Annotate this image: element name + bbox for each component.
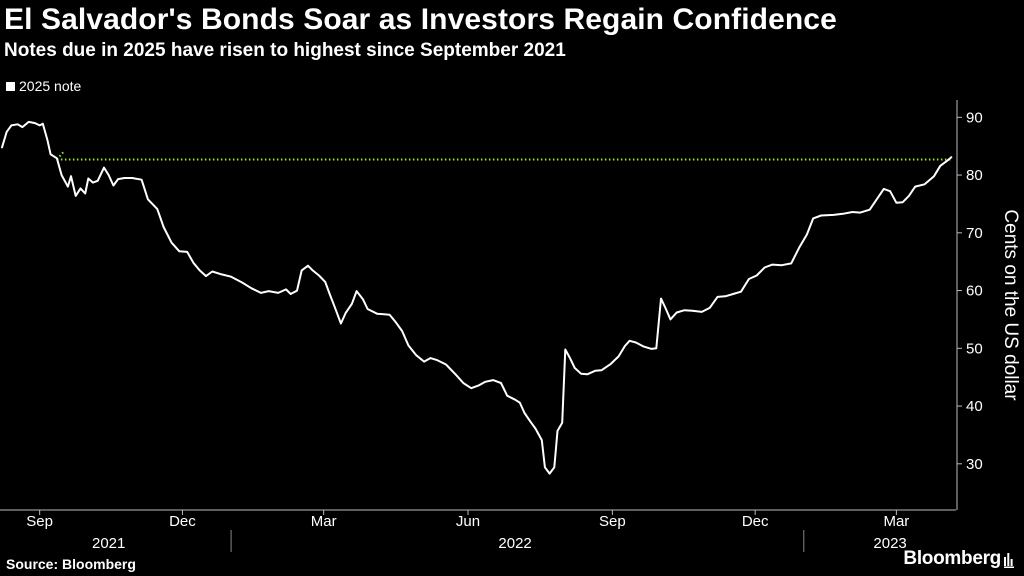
legend-label: 2025 note: [19, 78, 82, 94]
x-axis: Sep Dec Mar Jun Sep Dec Mar 2021 2022 2023: [0, 509, 956, 552]
x-tick-label: Sep: [599, 513, 626, 530]
reference-line-hook: [56, 150, 65, 161]
x-tick-label: Dec: [169, 513, 196, 530]
year-label: 2023: [873, 535, 906, 552]
x-tick-label: Sep: [26, 513, 53, 530]
reference-layer: [56, 150, 952, 161]
y-tick-label: 90: [966, 109, 983, 126]
chart-title: El Salvador's Bonds Soar as Investors Re…: [4, 3, 837, 36]
x-tick-label: Jun: [456, 513, 480, 530]
y-tick-label: 70: [966, 225, 983, 242]
y-axis: 30 40 50 60 70 80 90: [956, 100, 983, 510]
bloomberg-bars-icon: [1004, 553, 1014, 568]
y-axis-label: Cents on the US dollar: [1000, 209, 1021, 401]
y-tick-label: 80: [966, 167, 983, 184]
chart-subtitle: Notes due in 2025 have risen to highest …: [4, 40, 566, 61]
legend-swatch: [6, 81, 15, 91]
series-line-2025-note: [1, 120, 953, 475]
series-layer: [1, 120, 953, 475]
year-label: 2022: [498, 535, 531, 552]
year-label: 2021: [92, 535, 125, 552]
y-tick-label: 50: [966, 340, 983, 357]
y-tick-label: 60: [966, 283, 983, 300]
y-tick-label: 40: [966, 398, 983, 415]
x-tick-label: Mar: [311, 513, 337, 530]
x-tick-label: Dec: [742, 513, 769, 530]
bloomberg-logo: Bloomberg: [903, 548, 1016, 570]
source-note: Source: Bloomberg: [6, 556, 136, 572]
y-tick-label: 30: [966, 456, 983, 473]
legend: 2025 note: [6, 78, 81, 94]
brand-name: Bloomberg: [903, 548, 1001, 569]
x-tick-label: Mar: [883, 513, 909, 530]
